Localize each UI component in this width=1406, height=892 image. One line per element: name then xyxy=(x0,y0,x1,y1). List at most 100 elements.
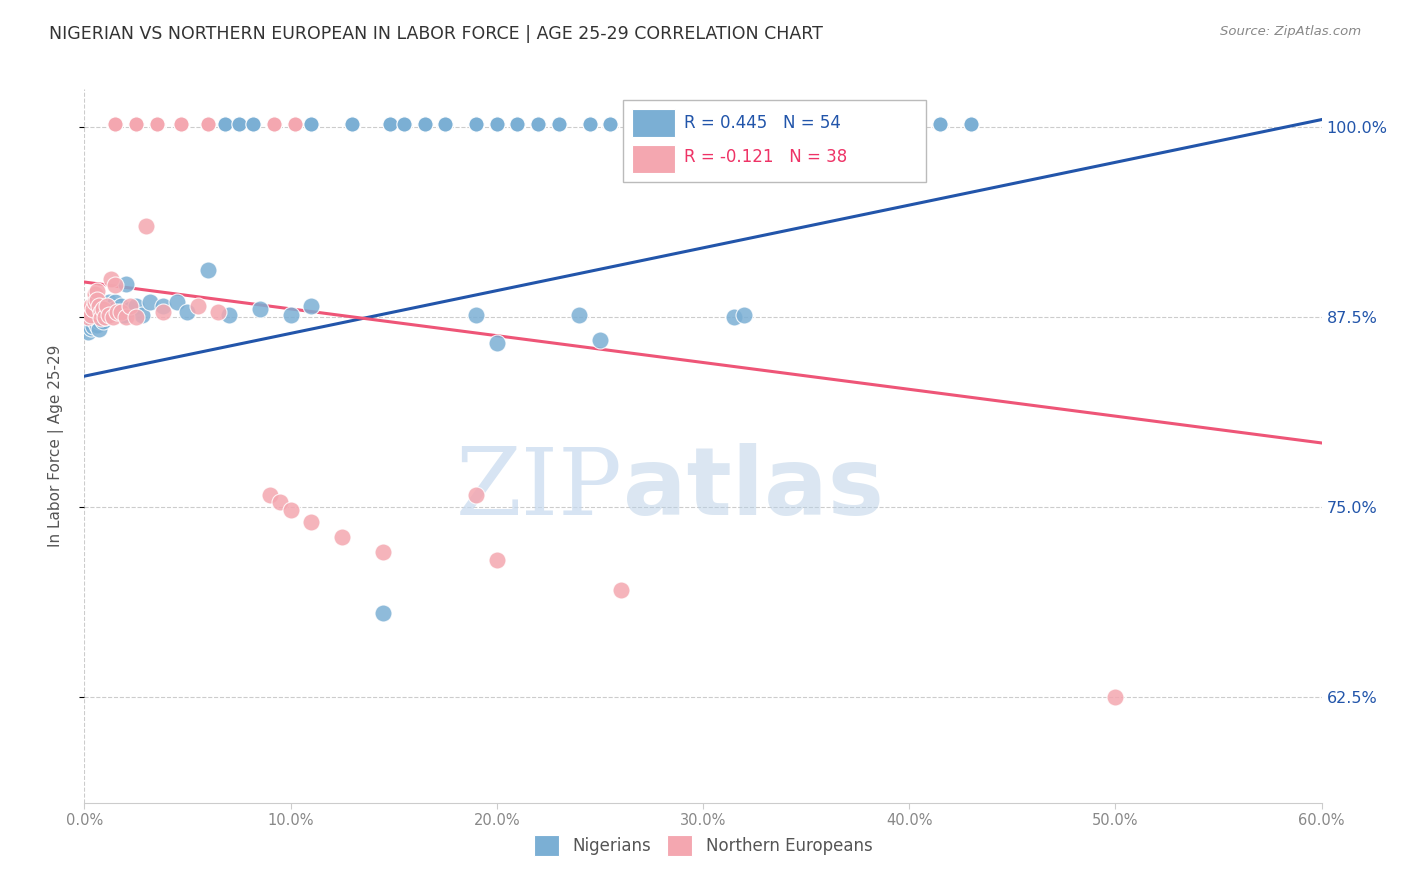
FancyBboxPatch shape xyxy=(633,145,675,173)
FancyBboxPatch shape xyxy=(633,109,675,137)
Point xyxy=(90,311,112,326)
Point xyxy=(112,309,135,323)
Point xyxy=(125,299,148,313)
Point xyxy=(91,302,114,317)
Point xyxy=(82,311,104,326)
Point xyxy=(83,305,105,319)
Point xyxy=(166,294,188,309)
Point xyxy=(94,302,117,317)
Point xyxy=(79,320,101,334)
Point xyxy=(176,305,198,319)
Point xyxy=(91,307,114,321)
Point xyxy=(100,272,122,286)
Point xyxy=(299,299,322,313)
Point xyxy=(105,305,128,319)
Point xyxy=(131,309,153,323)
Point xyxy=(96,299,118,313)
Point xyxy=(79,299,101,313)
Legend: Nigerians, Northern Europeans: Nigerians, Northern Europeans xyxy=(527,829,879,863)
Point xyxy=(98,294,121,309)
Point xyxy=(90,302,112,317)
Point xyxy=(139,294,162,309)
Point xyxy=(103,299,125,313)
Point xyxy=(465,487,488,501)
Point xyxy=(83,287,105,301)
Point xyxy=(87,299,110,313)
Text: Source: ZipAtlas.com: Source: ZipAtlas.com xyxy=(1220,25,1361,38)
Point xyxy=(152,299,174,313)
Point xyxy=(86,318,108,332)
Point xyxy=(125,310,148,324)
Point xyxy=(90,305,112,319)
Point xyxy=(86,284,108,298)
Y-axis label: In Labor Force | Age 25-29: In Labor Force | Age 25-29 xyxy=(48,345,63,547)
Text: R = -0.121   N = 38: R = -0.121 N = 38 xyxy=(685,148,848,167)
Point xyxy=(373,606,395,620)
Point xyxy=(207,305,229,319)
Point xyxy=(96,299,118,313)
Point xyxy=(197,263,219,277)
Point xyxy=(75,305,97,319)
Point xyxy=(373,545,395,559)
Point xyxy=(118,299,141,313)
Point xyxy=(589,333,612,347)
Point xyxy=(77,325,100,339)
Text: NIGERIAN VS NORTHERN EUROPEAN IN LABOR FORCE | AGE 25-29 CORRELATION CHART: NIGERIAN VS NORTHERN EUROPEAN IN LABOR F… xyxy=(49,25,823,43)
Point xyxy=(114,310,136,324)
Point xyxy=(135,219,157,233)
Point xyxy=(79,310,101,324)
Point xyxy=(609,583,631,598)
Text: atlas: atlas xyxy=(623,442,883,535)
Point xyxy=(86,293,108,308)
Point xyxy=(86,302,108,317)
Point xyxy=(118,302,141,317)
Point xyxy=(152,305,174,319)
Point xyxy=(723,310,745,324)
Point xyxy=(87,299,110,313)
Point xyxy=(330,530,353,544)
Point xyxy=(485,553,508,567)
Point xyxy=(114,277,136,291)
Point xyxy=(77,310,100,324)
Point xyxy=(280,502,302,516)
Point xyxy=(104,294,127,309)
Point xyxy=(110,305,132,319)
FancyBboxPatch shape xyxy=(623,100,925,182)
Point xyxy=(79,314,101,328)
Point xyxy=(105,305,128,319)
Point xyxy=(280,309,302,323)
Point xyxy=(485,335,508,350)
Point xyxy=(96,309,118,323)
Point xyxy=(75,309,97,323)
Point xyxy=(98,309,121,323)
Point xyxy=(568,309,591,323)
Point xyxy=(733,309,755,323)
Point xyxy=(82,319,104,334)
Point xyxy=(86,310,108,324)
Point xyxy=(110,299,132,313)
Point xyxy=(94,310,117,324)
Point xyxy=(299,515,322,529)
Point xyxy=(249,302,271,317)
Point xyxy=(100,305,122,319)
Point xyxy=(187,299,209,313)
Point xyxy=(104,302,127,317)
Point xyxy=(82,302,104,317)
Point xyxy=(103,310,125,324)
Point xyxy=(465,309,488,323)
Point xyxy=(82,302,104,317)
Text: R = 0.445   N = 54: R = 0.445 N = 54 xyxy=(685,114,841,132)
Point xyxy=(79,309,101,323)
Point xyxy=(1104,690,1126,704)
Text: ZIP: ZIP xyxy=(456,444,623,533)
Point xyxy=(87,307,110,321)
Point xyxy=(218,309,240,323)
Point xyxy=(87,314,110,328)
Point xyxy=(259,487,281,501)
Point xyxy=(94,310,117,324)
Point xyxy=(83,294,105,309)
Point xyxy=(104,278,127,293)
Point xyxy=(90,310,112,324)
Point xyxy=(87,322,110,336)
Point xyxy=(77,318,100,332)
